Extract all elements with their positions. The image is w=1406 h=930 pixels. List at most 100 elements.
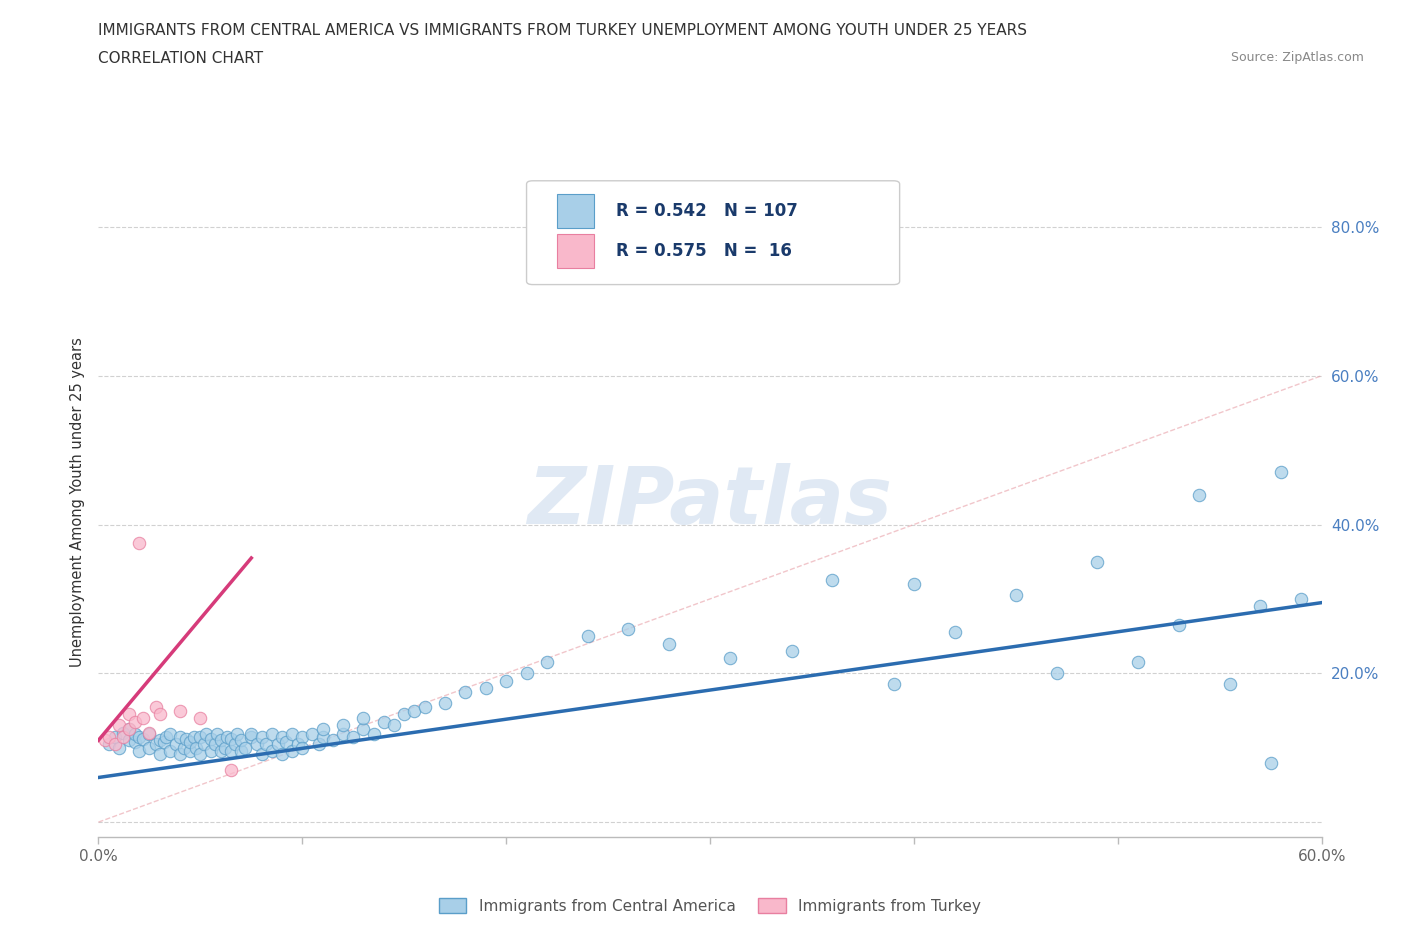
Point — [434, 696, 457, 711]
Point — [231, 744, 253, 759]
Point — [1167, 618, 1189, 632]
Point — [322, 733, 344, 748]
Point — [291, 729, 314, 744]
Point — [118, 707, 141, 722]
Point — [1045, 666, 1069, 681]
Point — [138, 725, 160, 740]
Point — [186, 740, 208, 755]
Point — [233, 740, 256, 755]
Point — [149, 733, 172, 748]
Point — [1249, 599, 1271, 614]
Point — [267, 737, 290, 751]
Point — [118, 722, 141, 737]
Point — [155, 729, 177, 744]
Point — [404, 703, 426, 718]
Point — [138, 740, 160, 755]
Point — [179, 735, 201, 750]
Point — [312, 729, 335, 744]
Point — [111, 725, 134, 740]
Point — [159, 744, 181, 759]
Point — [240, 729, 263, 744]
Point — [821, 573, 844, 588]
Text: Source: ZipAtlas.com: Source: ZipAtlas.com — [1230, 51, 1364, 64]
Point — [342, 729, 364, 744]
Point — [658, 636, 681, 651]
Point — [363, 727, 385, 742]
Point — [352, 722, 374, 737]
Point — [617, 621, 640, 636]
Point — [224, 737, 246, 751]
Point — [1188, 487, 1211, 502]
Point — [165, 737, 187, 751]
Point — [260, 744, 283, 759]
Point — [720, 651, 742, 666]
Point — [188, 746, 212, 761]
Point — [149, 707, 172, 722]
Point — [174, 731, 197, 746]
Point — [169, 746, 191, 761]
Point — [124, 727, 146, 742]
Text: ZIPatlas: ZIPatlas — [527, 463, 893, 541]
Point — [332, 727, 354, 742]
Point — [205, 727, 228, 742]
Point — [413, 699, 436, 714]
Point — [274, 735, 297, 750]
Text: R = 0.575   N =  16: R = 0.575 N = 16 — [616, 242, 792, 260]
Y-axis label: Unemployment Among Youth under 25 years: Unemployment Among Youth under 25 years — [70, 338, 86, 667]
Point — [260, 727, 283, 742]
Point — [454, 684, 477, 699]
Point — [111, 729, 134, 744]
Point — [108, 718, 131, 733]
Point — [1085, 554, 1108, 569]
Point — [188, 711, 212, 725]
Point — [1219, 677, 1241, 692]
Point — [209, 733, 232, 748]
Point — [301, 727, 323, 742]
Point — [219, 731, 242, 746]
Point — [312, 722, 335, 737]
Point — [118, 722, 141, 737]
Point — [128, 536, 150, 551]
Point — [193, 737, 215, 751]
Text: R = 0.542   N = 107: R = 0.542 N = 107 — [616, 202, 797, 219]
Point — [474, 681, 498, 696]
Point — [883, 677, 905, 692]
Point — [270, 746, 294, 761]
Legend: Immigrants from Central America, Immigrants from Turkey: Immigrants from Central America, Immigra… — [433, 892, 987, 920]
Text: CORRELATION CHART: CORRELATION CHART — [98, 51, 263, 66]
Point — [188, 729, 212, 744]
Point — [152, 735, 174, 750]
Point — [254, 737, 277, 751]
Point — [281, 744, 304, 759]
Point — [169, 703, 191, 718]
Point — [270, 729, 294, 744]
Point — [536, 655, 558, 670]
Point — [183, 729, 205, 744]
Point — [145, 699, 167, 714]
Point — [145, 737, 167, 751]
Point — [132, 731, 155, 746]
Point — [281, 727, 304, 742]
Point — [903, 577, 925, 591]
Point — [128, 744, 150, 759]
Point — [943, 625, 966, 640]
Point — [200, 744, 222, 759]
Point — [392, 707, 416, 722]
FancyBboxPatch shape — [557, 234, 593, 268]
Point — [124, 735, 146, 750]
Point — [576, 629, 599, 644]
Point — [1270, 465, 1292, 480]
Point — [124, 714, 146, 729]
Point — [352, 711, 374, 725]
Point — [138, 727, 160, 742]
Point — [250, 746, 273, 761]
Point — [93, 733, 115, 748]
Point — [291, 740, 314, 755]
Point — [219, 763, 242, 777]
Point — [1004, 588, 1026, 603]
Point — [149, 746, 172, 761]
Point — [97, 729, 120, 744]
Point — [1128, 655, 1150, 670]
Text: IMMIGRANTS FROM CENTRAL AMERICA VS IMMIGRANTS FROM TURKEY UNEMPLOYMENT AMONG YOU: IMMIGRANTS FROM CENTRAL AMERICA VS IMMIG… — [98, 23, 1028, 38]
Point — [308, 737, 330, 751]
